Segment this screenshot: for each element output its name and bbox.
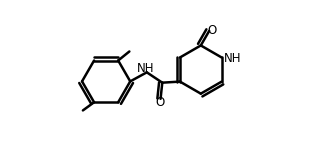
Text: NH: NH — [137, 62, 155, 75]
Text: O: O — [208, 24, 217, 36]
Text: NH: NH — [223, 52, 241, 65]
Text: O: O — [156, 96, 165, 109]
